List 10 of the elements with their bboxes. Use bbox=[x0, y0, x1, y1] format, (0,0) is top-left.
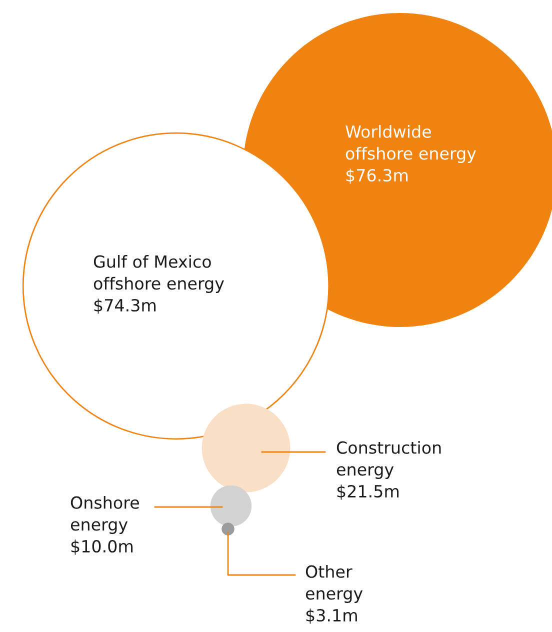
category-label: Onshore energy bbox=[70, 496, 139, 534]
data-label: $10.0m bbox=[71, 540, 133, 555]
category-label: Worldwide offshore energy bbox=[346, 125, 476, 163]
data-label: $74.3m bbox=[94, 298, 156, 314]
category-label: Gulf of Mexico offshore energy bbox=[94, 255, 224, 293]
data-label: $3.1m bbox=[306, 608, 357, 624]
data-label: $21.5m bbox=[337, 484, 399, 500]
category-label: Other energy bbox=[306, 565, 363, 603]
data-label: $76.3m bbox=[346, 168, 408, 184]
category-label: Construction energy bbox=[336, 441, 441, 479]
